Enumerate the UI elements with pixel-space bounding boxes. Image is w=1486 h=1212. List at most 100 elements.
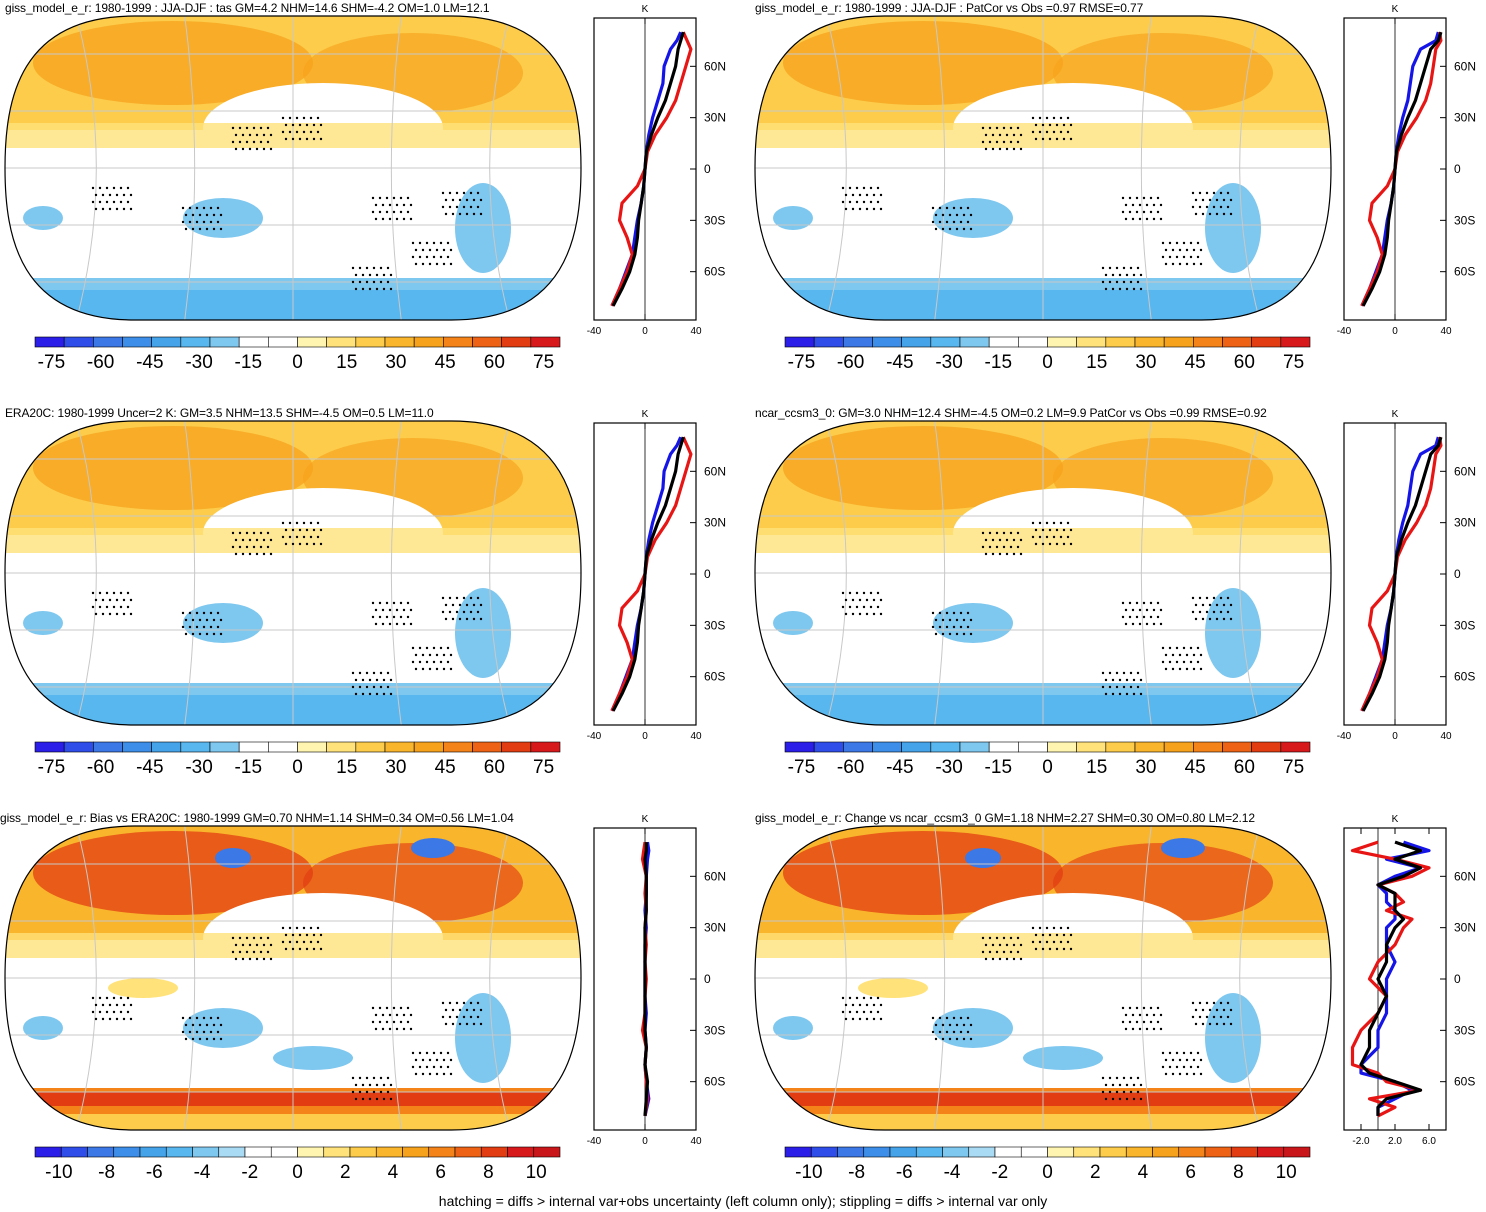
colorbar-tick-label: -10 bbox=[45, 1162, 72, 1183]
colorbar-tick-label: 6 bbox=[435, 1162, 446, 1183]
map-field bbox=[755, 16, 1331, 320]
zonal-frame bbox=[1343, 422, 1447, 726]
colorbar-swatch bbox=[1018, 741, 1048, 753]
colorbar-swatch bbox=[238, 741, 269, 753]
map-outline bbox=[4, 825, 582, 1131]
map-region-eurasia bbox=[33, 831, 313, 915]
colorbar-tick-label: -6 bbox=[896, 1162, 913, 1183]
colorbar-swatch bbox=[1204, 1146, 1232, 1158]
colorbar-swatch bbox=[501, 336, 532, 348]
colorbar-swatch bbox=[244, 1146, 272, 1158]
colorbar-swatch bbox=[1163, 741, 1194, 753]
colorbar-swatch bbox=[1251, 741, 1282, 753]
colorbar-swatch bbox=[1076, 741, 1107, 753]
zonal-ytick-label: 60N bbox=[1454, 464, 1476, 478]
colorbar-swatch bbox=[384, 336, 415, 348]
colorbar-swatch bbox=[988, 741, 1019, 753]
colorbar-swatch bbox=[218, 1146, 246, 1158]
colorbar-swatch bbox=[270, 1146, 298, 1158]
map-region-samerica bbox=[455, 183, 511, 273]
map-graticule bbox=[5, 16, 581, 320]
colorbar-swatch bbox=[968, 1146, 996, 1158]
colorbar: -10 -8 -6 -4 -2 0 2 4 6 8 10 bbox=[34, 1146, 561, 1183]
colorbar-swatch bbox=[454, 1146, 482, 1158]
zonal-ytick-label: 30N bbox=[704, 921, 726, 935]
colorbar-tick-label: -10 bbox=[795, 1162, 822, 1183]
zonal-ytick-label: 0 bbox=[704, 162, 711, 176]
colorbar-swatch bbox=[863, 1146, 891, 1158]
zonal-series-black bbox=[1361, 436, 1443, 712]
colorbar-tick-label: 45 bbox=[1185, 352, 1206, 373]
zonal-ytick-label: 30S bbox=[1454, 213, 1475, 227]
map-stippling bbox=[91, 926, 483, 1101]
colorbar-swatch bbox=[530, 336, 561, 348]
colorbar-tick-label: 30 bbox=[1135, 352, 1156, 373]
map-outline bbox=[754, 420, 1332, 726]
colorbar-swatch bbox=[843, 336, 873, 348]
colorbar-swatch bbox=[930, 336, 961, 348]
map-region-namerica bbox=[303, 33, 523, 113]
map-region-north bbox=[755, 16, 1331, 130]
colorbar-swatch bbox=[238, 336, 269, 348]
zonal-xlabel: K bbox=[1392, 409, 1399, 420]
colorbar-tick-label: 0 bbox=[292, 757, 303, 778]
map-region-antarctic bbox=[755, 278, 1331, 320]
colorbar-tick-label: -60 bbox=[87, 352, 114, 373]
figure-footnote: hatching = diffs > internal var+obs unce… bbox=[438, 1193, 1048, 1209]
zonal-series-blue bbox=[610, 31, 683, 307]
colorbar-swatch bbox=[915, 1146, 943, 1158]
colorbar: -75 -60 -45 -30 -15 0 15 30 45 60 75 bbox=[784, 741, 1311, 778]
zonal-ytick-label: 30N bbox=[1454, 516, 1476, 530]
colorbar-swatch bbox=[63, 336, 94, 348]
map-region-antarctic bbox=[755, 683, 1331, 725]
colorbar-swatch bbox=[34, 336, 65, 348]
zonal-ytick-label: 0 bbox=[1454, 162, 1461, 176]
zonal-ytick-label: 30S bbox=[704, 1023, 725, 1037]
colorbar-swatch bbox=[1280, 741, 1311, 753]
map-graticule bbox=[5, 826, 581, 1130]
map-region-samerica bbox=[455, 993, 511, 1083]
colorbar-tick-label: -75 bbox=[788, 757, 815, 778]
zonal-xtick-label: 2.0 bbox=[1388, 1136, 1402, 1147]
zonal-ytick-label: 60N bbox=[1454, 869, 1476, 883]
panel-title: giss_model_e_r: 1980-1999 : JJA-DJF : Pa… bbox=[755, 1, 1144, 15]
colorbar-swatch bbox=[209, 741, 240, 753]
colorbar-swatch bbox=[326, 336, 357, 348]
map-stippling bbox=[841, 926, 1233, 1101]
zonal-series-red bbox=[640, 841, 650, 1117]
colorbar-swatch bbox=[843, 741, 873, 753]
map-graticule bbox=[755, 421, 1331, 725]
colorbar-swatch bbox=[810, 1146, 838, 1158]
colorbar-swatch bbox=[959, 336, 990, 348]
colorbar-swatch bbox=[60, 1146, 88, 1158]
zonal-ytick-label: 0 bbox=[1454, 972, 1461, 986]
colorbar-swatch bbox=[1222, 741, 1252, 753]
zonal-series-blue bbox=[1360, 436, 1440, 712]
colorbar-tick-label: 2 bbox=[1090, 1162, 1101, 1183]
colorbar-tick-label: 0 bbox=[1042, 757, 1053, 778]
map-region-antarctic bbox=[5, 1088, 581, 1130]
map-outline bbox=[4, 15, 582, 321]
colorbar-tick-label: -4 bbox=[194, 1162, 211, 1183]
colorbar-swatch bbox=[1230, 1146, 1258, 1158]
zonal-ytick-label: 60S bbox=[1454, 670, 1475, 684]
colorbar-swatch bbox=[1193, 741, 1223, 753]
colorbar-tick-label: 8 bbox=[483, 1162, 494, 1183]
colorbar-swatch bbox=[1283, 1146, 1311, 1158]
zonal-xtick-label: 0 bbox=[642, 326, 648, 337]
zonal-mean-plot: K -40 0 40 60N 30N 0 30S 60S bbox=[587, 4, 726, 337]
colorbar-tick-label: 60 bbox=[1234, 352, 1255, 373]
colorbar-swatch bbox=[784, 741, 815, 753]
zonal-xlabel: K bbox=[1392, 814, 1399, 825]
zonal-ytick-label: 60S bbox=[704, 265, 725, 279]
zonal-series-red bbox=[610, 31, 693, 307]
panel-title: giss_model_e_r: Bias vs ERA20C: 1980-199… bbox=[0, 811, 514, 825]
colorbar-swatch bbox=[323, 1146, 351, 1158]
colorbar-swatch bbox=[122, 336, 152, 348]
zonal-xlabel: K bbox=[642, 814, 649, 825]
colorbar-swatch bbox=[942, 1146, 970, 1158]
zonal-series-red bbox=[1350, 840, 1431, 1118]
colorbar-swatch bbox=[355, 741, 386, 753]
colorbar: -75 -60 -45 -30 -15 0 15 30 45 60 75 bbox=[784, 336, 1311, 373]
